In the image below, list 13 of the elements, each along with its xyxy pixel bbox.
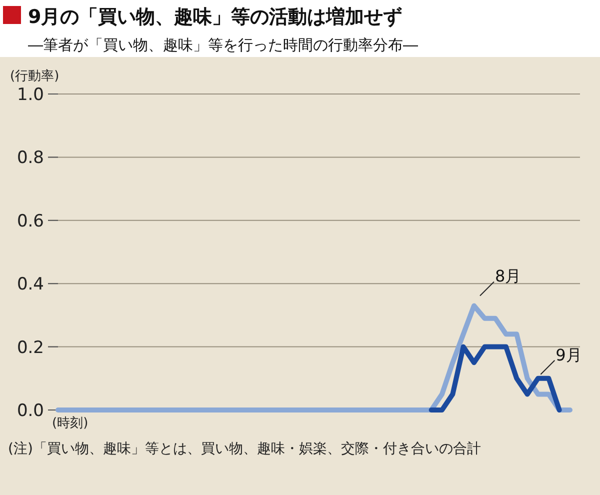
y-tick-label: 1.0 [16,85,44,105]
y-axis-title: (行動率) [10,68,60,84]
y-tick-label: 0.8 [16,148,44,168]
y-tick-label: 0.0 [16,401,44,421]
y-tick-label: 0.6 [16,211,44,232]
y-tick-label: 0.4 [16,274,44,295]
text: (注)「買い物、趣味」等とは、買い物、趣味・娯楽、交際・付き合いの合計 [8,441,481,457]
x-axis-title: (時刻) [52,416,88,431]
chart-subtitle: ―筆者が「買い物、趣味」等を行った時間の行動率分布― [28,36,418,54]
y-tick-label: 0.2 [16,338,44,358]
series-label: 8月 [495,266,522,286]
series-label: 9月 [556,345,582,364]
chart-title: 9月の「買い物、趣味」等の活動は増加せず [28,6,402,28]
